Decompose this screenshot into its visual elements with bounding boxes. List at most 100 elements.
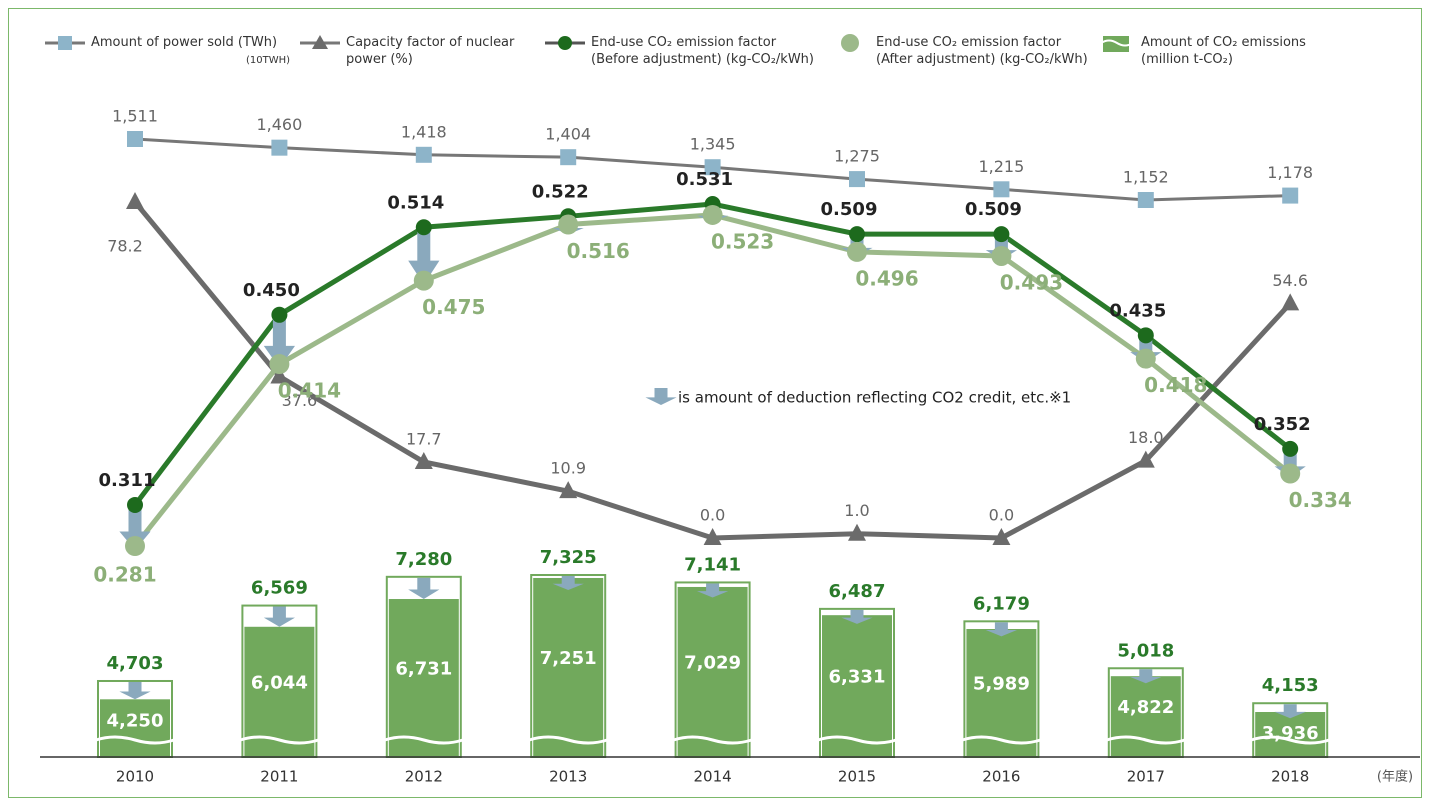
marker [415, 146, 432, 163]
legend-item: Amount of CO₂ emissions (million t-CO₂) [1095, 34, 1311, 68]
value-label: 1,345 [690, 135, 736, 154]
axis-break [239, 735, 319, 745]
legend-label: Amount of power sold (TWh) [91, 35, 278, 50]
bar-adjusted-label: 5,989 [973, 674, 1030, 695]
x-tick-label: 2011 [260, 768, 298, 786]
value-label: 0.0 [989, 506, 1014, 525]
bar-label: 6,179 [973, 593, 1030, 614]
legend-label: End-use CO₂ emission factor (After adjus… [876, 35, 1088, 67]
legend-item: End-use CO₂ emission factor (After adjus… [830, 34, 1091, 68]
bar-after [388, 599, 459, 757]
bar-after [677, 586, 748, 757]
bar-label: 6,569 [251, 578, 308, 599]
axis-break [817, 735, 897, 745]
bar-after [822, 615, 892, 757]
deduction-arrow [985, 622, 1017, 637]
marker [1280, 463, 1301, 484]
x-axis-label: (年度) [1377, 769, 1413, 785]
axis-break [95, 735, 175, 745]
value-label: 0.352 [1254, 414, 1311, 435]
value-label: 17.7 [406, 429, 442, 448]
legend-icon [841, 34, 859, 52]
marker [559, 481, 578, 499]
bar-adjusted-label: 4,250 [107, 710, 164, 731]
marker [270, 366, 289, 384]
value-label: 0.522 [532, 181, 589, 202]
marker [849, 171, 865, 188]
marker [126, 192, 144, 209]
value-label: 0.496 [855, 266, 918, 290]
marker [1136, 450, 1155, 468]
value-label: 1.0 [844, 501, 869, 520]
value-label: 37.6 [282, 391, 318, 410]
axis-break [1250, 735, 1330, 745]
legend-label: Amount of CO₂ emissions (million t-CO₂) [1141, 35, 1306, 67]
deduction-arrow [119, 681, 151, 700]
marker [415, 219, 432, 236]
marker [127, 496, 143, 513]
deduction-arrow [697, 583, 729, 598]
x-tick-label: 2010 [116, 768, 154, 786]
bar-label: 7,325 [540, 547, 597, 568]
marker [702, 204, 723, 225]
value-label: 0.435 [1109, 300, 1166, 321]
legend-label: Capacity factor of nuclear power (%) [346, 35, 515, 67]
marker [125, 536, 145, 556]
annotation: is amount of deduction reflecting CO2 cr… [678, 389, 1071, 407]
deduction-arrow [408, 231, 440, 285]
frame [8, 8, 1422, 798]
bar-adjusted-label: 4,822 [1117, 697, 1174, 718]
marker [1137, 327, 1154, 344]
deduction-arrow [1274, 704, 1306, 719]
value-label: 1,460 [256, 115, 302, 134]
marker [1282, 440, 1299, 457]
axis-break [528, 735, 608, 745]
legend-label: End-use CO₂ emission factor (Before adju… [591, 35, 814, 67]
value-label: 0.509 [965, 199, 1022, 220]
marker [1282, 187, 1299, 204]
marker [271, 306, 288, 323]
unit-note: (10TWH) [246, 55, 290, 66]
value-label: 0.523 [711, 229, 774, 253]
value-label: 0.311 [99, 470, 156, 491]
value-label: 10.9 [550, 459, 586, 478]
value-label: 1,178 [1267, 163, 1313, 182]
deduction-arrow [408, 577, 440, 600]
bar-label: 7,141 [684, 554, 741, 575]
bar-adjusted-label: 7,251 [540, 648, 597, 669]
marker [413, 270, 434, 291]
marker [558, 214, 579, 235]
value-label: 78.2 [107, 237, 143, 256]
marker [1137, 192, 1154, 208]
value-label: 0.475 [422, 295, 485, 319]
deduction-arrow [119, 508, 151, 550]
marker [992, 528, 1011, 545]
value-label: 0.0 [700, 506, 725, 525]
bar-after [244, 626, 315, 757]
axis-break [673, 735, 753, 745]
marker [991, 245, 1012, 266]
bar-adjusted-label: 6,331 [829, 667, 886, 688]
x-tick-label: 2013 [549, 768, 587, 786]
value-label: 0.281 [93, 563, 156, 587]
deduction-arrow [263, 318, 295, 369]
x-tick-label: 2017 [1127, 768, 1165, 786]
x-tick-label: 2018 [1271, 768, 1309, 786]
x-tick-label: 2012 [405, 768, 443, 786]
bar-adjusted-label: 3,936 [1262, 723, 1319, 744]
bar-adjusted-label: 6,044 [251, 672, 308, 693]
deduction-arrow [1130, 669, 1162, 684]
value-label: 1,275 [834, 147, 880, 166]
legend-item: Capacity factor of nuclear power (%) [300, 34, 516, 68]
legend-icon [545, 36, 585, 50]
value-label: 0.334 [1289, 488, 1352, 512]
value-label: 1,215 [978, 157, 1024, 176]
marker [127, 131, 143, 147]
axis-break [1106, 735, 1186, 745]
marker [703, 528, 722, 545]
marker [847, 241, 867, 262]
value-label: 0.514 [387, 192, 444, 213]
axis-break [961, 735, 1041, 745]
marker [1281, 293, 1300, 311]
